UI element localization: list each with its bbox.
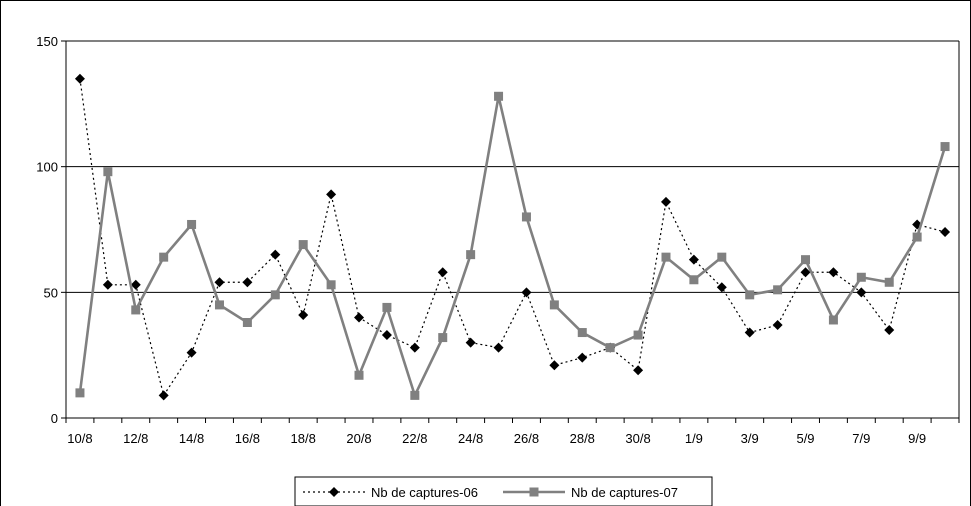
data-point-square <box>410 390 420 400</box>
y-tick-label: 50 <box>44 285 58 300</box>
data-point-square <box>326 280 336 290</box>
data-point-square <box>717 252 727 262</box>
series-line-1 <box>79 78 946 397</box>
data-point-square <box>884 277 894 287</box>
x-tick-label: 14/8 <box>179 431 204 446</box>
data-point-square <box>605 343 615 353</box>
data-point-diamond <box>242 277 253 288</box>
x-tick-label: 18/8 <box>291 431 316 446</box>
data-point-square <box>828 315 838 325</box>
data-point-diamond <box>772 320 783 331</box>
data-point-diamond <box>102 279 113 290</box>
data-point-diamond <box>716 282 727 293</box>
data-point-square <box>940 142 950 152</box>
legend-label: Nb de captures-06 <box>371 485 478 500</box>
data-point-diamond <box>326 189 337 200</box>
x-tick-label: 7/9 <box>852 431 870 446</box>
legend-label: Nb de captures-07 <box>571 485 678 500</box>
legend: Nb de captures-06 Nb de captures-07 <box>294 476 713 506</box>
data-point-diamond <box>270 249 281 260</box>
data-point-square <box>494 91 504 101</box>
data-point-square <box>131 305 141 315</box>
data-point-diamond <box>521 287 532 298</box>
data-point-diamond <box>158 390 169 401</box>
data-point-diamond <box>856 287 867 298</box>
data-point-diamond <box>465 337 476 348</box>
data-point-diamond <box>74 73 85 84</box>
data-point-square <box>633 330 643 340</box>
data-point-diamond <box>381 330 392 341</box>
data-point-square <box>187 219 197 229</box>
data-point-square <box>856 272 866 282</box>
data-point-diamond <box>940 227 951 238</box>
data-point-diamond <box>493 342 504 353</box>
data-point-diamond <box>577 352 588 363</box>
data-point-diamond <box>549 360 560 371</box>
axes <box>65 40 960 419</box>
data-point-diamond <box>186 347 197 358</box>
data-point-diamond <box>688 254 699 265</box>
data-point-square <box>354 370 364 380</box>
y-tick-label: 150 <box>36 34 58 49</box>
data-point-diamond <box>298 309 309 320</box>
data-point-diamond <box>800 267 811 278</box>
x-tick-label: 16/8 <box>235 431 260 446</box>
data-point-square <box>912 232 922 242</box>
x-tick-label: 12/8 <box>123 431 148 446</box>
x-tick-label: 9/9 <box>908 431 926 446</box>
x-tick-label: 28/8 <box>570 431 595 446</box>
data-point-square <box>159 252 169 262</box>
data-point-diamond <box>744 327 755 338</box>
series-line-2 <box>78 96 947 399</box>
data-point-square <box>103 167 113 177</box>
y-tick-label: 0 <box>51 411 58 426</box>
data-point-diamond <box>437 267 448 278</box>
data-point-square <box>298 240 308 250</box>
data-point-square <box>438 333 448 343</box>
data-point-diamond <box>633 365 644 376</box>
data-point-diamond <box>214 277 225 288</box>
data-point-square <box>521 212 531 222</box>
data-point-square <box>689 275 699 285</box>
data-point-diamond <box>130 279 141 290</box>
data-point-square <box>773 285 783 295</box>
gridlines <box>66 166 959 293</box>
data-point-square <box>242 317 252 327</box>
data-point-square <box>214 300 224 310</box>
x-tick-label: 24/8 <box>458 431 483 446</box>
data-point-square <box>466 250 476 260</box>
x-tick-label: 22/8 <box>402 431 427 446</box>
legend-marker-diamond <box>329 487 339 497</box>
x-tick-label: 20/8 <box>346 431 371 446</box>
x-tick-label: 5/9 <box>796 431 814 446</box>
data-point-square <box>577 328 587 338</box>
data-point-diamond <box>409 342 420 353</box>
data-point-diamond <box>660 196 671 207</box>
data-point-square <box>75 388 85 398</box>
x-tick-label: 10/8 <box>67 431 92 446</box>
data-point-diamond <box>354 312 365 323</box>
y-axis-ticks: 0 50 100 150 <box>36 34 66 426</box>
data-point-square <box>270 290 280 300</box>
x-tick-label: 30/8 <box>625 431 650 446</box>
data-point-diamond <box>884 325 895 336</box>
x-axis-ticks: 10/8 12/8 14/8 16/8 18/8 20/8 22/8 24/8 26/8 28/8… <box>65 418 960 446</box>
data-point-square <box>661 252 671 262</box>
x-tick-label: 3/9 <box>741 431 759 446</box>
series-layer <box>74 73 951 401</box>
data-point-square <box>745 290 755 300</box>
x-tick-label: 1/9 <box>685 431 703 446</box>
legend-marker-square <box>529 487 539 497</box>
y-tick-label: 100 <box>36 160 58 175</box>
data-point-diamond <box>828 267 839 278</box>
data-point-square <box>549 300 559 310</box>
x-tick-label: 26/8 <box>514 431 539 446</box>
data-point-square <box>801 255 811 265</box>
data-point-square <box>382 302 392 312</box>
